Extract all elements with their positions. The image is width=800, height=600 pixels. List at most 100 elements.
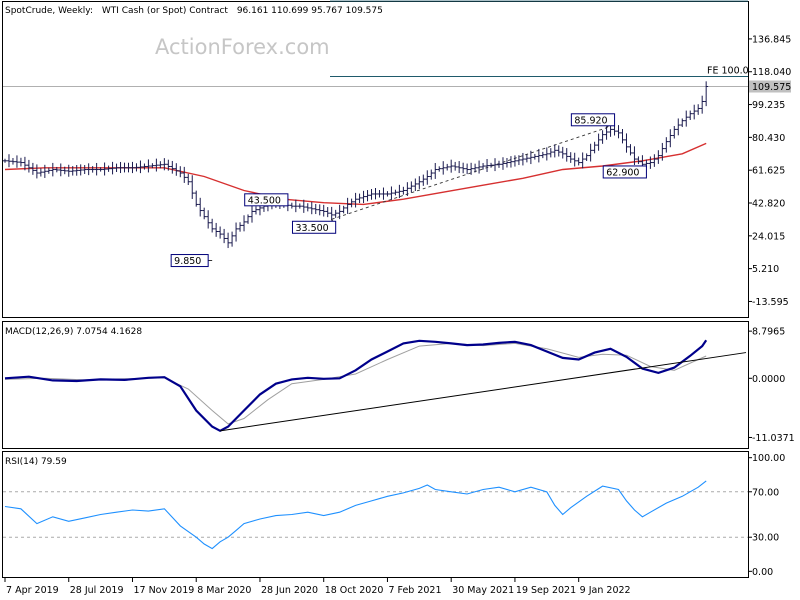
price-bar (70, 166, 75, 176)
price-bar (174, 163, 179, 176)
price-bar (445, 163, 450, 171)
price-bar (42, 164, 47, 178)
price-bar (660, 142, 665, 161)
x-tick-label: 28 Jun 2020 (261, 585, 318, 596)
price-bar (373, 188, 378, 200)
x-tick-label: 18 Oct 2020 (325, 585, 384, 596)
macd-line (4, 339, 708, 433)
price-bar (516, 155, 521, 166)
price-bar (528, 150, 533, 165)
price-bar (636, 156, 641, 165)
price-bar (397, 184, 402, 199)
price-bar (289, 202, 294, 209)
price-bar (253, 206, 258, 215)
price-bar (588, 143, 593, 162)
price-bar (704, 81, 709, 107)
price-bar (604, 126, 609, 140)
price-bar (106, 165, 111, 172)
price-bar (317, 204, 322, 216)
price-bar (592, 141, 597, 154)
price-bar (544, 147, 549, 161)
macd-y-tick-label: -11.0371 (752, 433, 795, 444)
price-bar (493, 158, 498, 172)
annotation-box (170, 254, 209, 268)
price-bar (242, 215, 247, 232)
macd-y-tick-label: 8.7965 (752, 327, 785, 338)
price-bar (142, 163, 147, 170)
price-bar (692, 104, 697, 120)
price-bar (520, 152, 525, 166)
price-bar (222, 228, 227, 244)
price-bar (194, 190, 199, 207)
price-bar (500, 157, 505, 170)
price-bar (98, 167, 103, 172)
price-bar (38, 168, 43, 177)
price-bar (238, 222, 243, 232)
rsi-title: RSI(14) 79.59 (5, 457, 67, 467)
rsi-y-tick-label: 30.00 (752, 533, 779, 544)
price-bar (361, 190, 366, 204)
price-bar (580, 152, 585, 169)
x-tick-label: 7 Feb 2021 (388, 585, 441, 596)
annotation-box (244, 193, 289, 207)
price-bar (190, 175, 195, 199)
price-bar (465, 163, 470, 175)
macd-y-tick-label: 0.0000 (752, 374, 785, 385)
price-bar (210, 218, 215, 233)
price-bar (3, 158, 7, 163)
price-bar (377, 190, 382, 198)
fib-level-label: FE 161.8 (707, 0, 749, 1)
price-bar (50, 162, 55, 177)
price-bar (548, 148, 553, 158)
price-bar (182, 166, 187, 183)
price-bar (504, 158, 509, 168)
price-bar (441, 161, 446, 175)
price-bar (246, 214, 251, 224)
x-tick-label: 9 Jan 2022 (580, 585, 631, 596)
price-bar (680, 118, 685, 128)
price-bar (154, 158, 159, 172)
price-bar (656, 150, 661, 164)
price-bar (14, 155, 19, 168)
price-layer: FE 161.8 FE 100.0 9.850 43.500 33.500 85.920 6… (3, 0, 749, 268)
price-bar (552, 144, 557, 158)
price-panel-frame (2, 1, 749, 318)
price-bar (421, 174, 426, 186)
price-bar (596, 133, 601, 151)
price-bar (620, 129, 625, 144)
price-bar (417, 176, 422, 189)
price-bar (178, 166, 183, 178)
price-bar (313, 203, 318, 215)
price-bar (30, 162, 35, 175)
price-bar (365, 190, 370, 202)
price-bar (568, 152, 573, 163)
price-bar (409, 181, 414, 193)
price-bar (453, 161, 458, 171)
price-bar (389, 186, 394, 200)
price-bar (206, 210, 211, 229)
x-tick-label: 30 May 2021 (452, 585, 514, 596)
price-bar (576, 157, 581, 166)
price-bar (385, 191, 390, 197)
price-bar (18, 157, 23, 167)
price-bar (632, 146, 637, 166)
price-bar (668, 129, 673, 148)
price-bar (78, 164, 83, 176)
price-bar (393, 189, 398, 196)
macd-layer (4, 339, 747, 433)
price-bar (485, 158, 490, 173)
price-bar (457, 161, 462, 174)
price-bar (62, 166, 67, 175)
price-bar (82, 165, 87, 175)
x-tick-label: 7 Apr 2019 (6, 585, 59, 596)
price-bar (612, 124, 617, 136)
price-bar (102, 162, 107, 176)
price-bar (337, 204, 342, 220)
price-y-tick-label: 5.210 (752, 264, 779, 275)
price-bar (202, 207, 207, 220)
annotation-box (602, 165, 647, 179)
price-bar (166, 159, 171, 171)
price-bar (146, 159, 151, 173)
price-bar (700, 95, 705, 114)
annotation-box (570, 113, 616, 127)
